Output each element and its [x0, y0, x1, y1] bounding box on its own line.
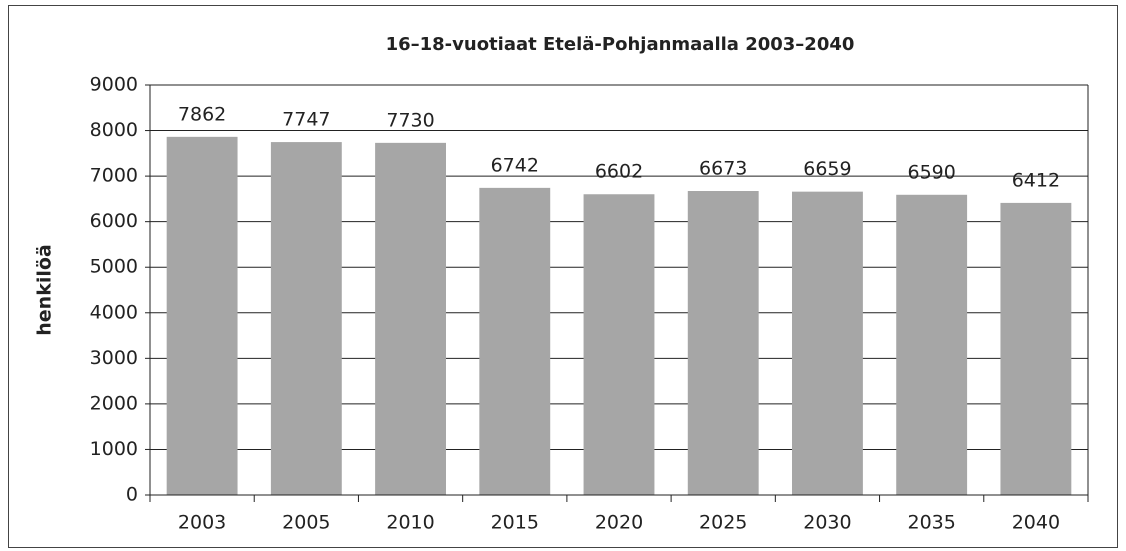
data-label: 6602	[595, 161, 643, 183]
y-tick-label: 4000	[90, 301, 138, 323]
data-label: 7862	[178, 103, 226, 125]
bar	[687, 191, 759, 495]
x-tick-label: 2003	[178, 512, 226, 534]
x-tick-label: 2025	[699, 512, 747, 534]
bar	[166, 136, 238, 495]
bar	[1000, 202, 1072, 496]
y-tick-label: 9000	[90, 74, 138, 96]
data-label: 6590	[907, 161, 955, 183]
bar	[792, 191, 863, 495]
y-tick-label: 1000	[90, 438, 138, 460]
x-tick-label: 2040	[1012, 512, 1060, 534]
y-tick-label: 8000	[90, 119, 138, 141]
x-tick-label: 2010	[386, 512, 434, 534]
y-tick-label: 6000	[90, 210, 138, 232]
chart-border	[8, 5, 1118, 548]
bar	[896, 194, 968, 496]
x-tick-label: 2015	[491, 512, 539, 534]
data-label: 6412	[1012, 169, 1060, 191]
y-tick-label: 2000	[90, 392, 138, 414]
bar	[479, 187, 551, 495]
data-label: 7730	[386, 109, 434, 131]
data-label: 6673	[699, 158, 747, 180]
y-tick-label: 3000	[90, 347, 138, 369]
data-label: 7747	[282, 109, 330, 131]
y-tick-label: 7000	[90, 165, 138, 187]
bar	[270, 142, 342, 495]
y-axis-label: henkilöä	[34, 244, 56, 335]
x-tick-label: 2030	[803, 512, 851, 534]
y-tick-label: 0	[126, 484, 138, 506]
chart-title: 16–18-vuotiaat Etelä-Pohjanmaalla 2003–2…	[386, 34, 855, 55]
data-label: 6742	[491, 154, 539, 176]
y-tick-label: 5000	[90, 256, 138, 278]
bar	[375, 142, 446, 495]
data-label: 6659	[803, 158, 851, 180]
x-tick-label: 2020	[595, 512, 643, 534]
x-tick-label: 2005	[282, 512, 330, 534]
bar	[583, 194, 655, 495]
x-tick-label: 2035	[907, 512, 955, 534]
